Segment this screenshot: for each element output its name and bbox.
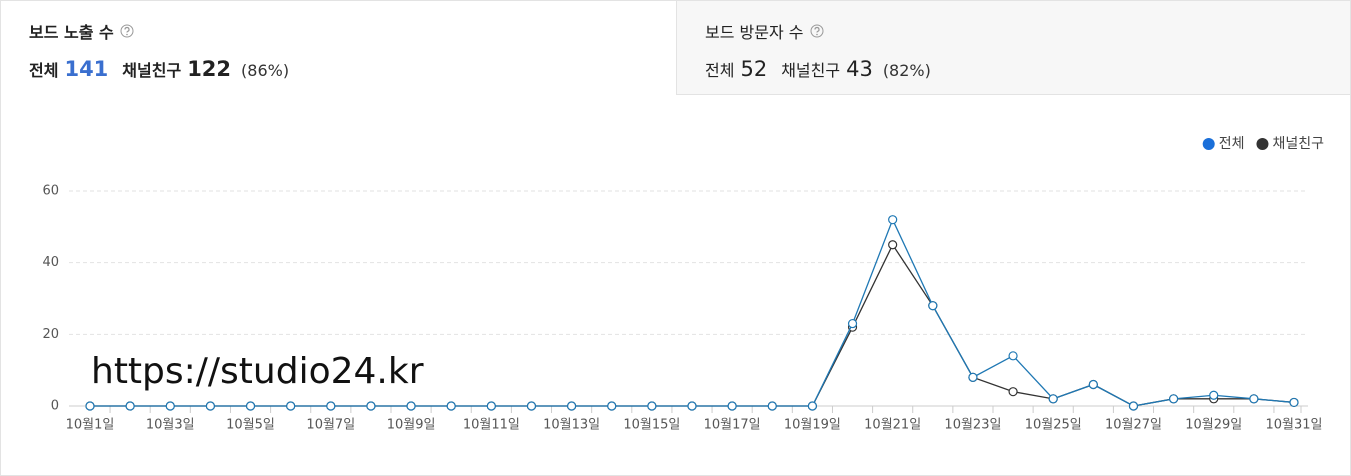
data-point bbox=[286, 401, 296, 411]
tab-title: 보드 방문자 수 bbox=[705, 23, 804, 42]
stat-label: 전체 bbox=[29, 61, 59, 80]
y-tick-label: 20 bbox=[42, 327, 59, 342]
data-point bbox=[326, 401, 336, 411]
tab[interactable]: 보드 방문자 수 전체 52 채널친구 43 (82%) bbox=[676, 1, 1350, 95]
stat-value: 141 bbox=[64, 57, 109, 81]
data-point bbox=[807, 401, 818, 411]
data-point bbox=[888, 215, 898, 225]
data-point bbox=[607, 401, 617, 411]
x-tick-label: 10월21일 bbox=[864, 418, 921, 433]
x-tick-label: 10월3일 bbox=[146, 418, 195, 433]
stat-label: 전체 bbox=[705, 61, 735, 80]
data-point bbox=[1209, 390, 1219, 400]
stat-value: 52 bbox=[740, 57, 768, 81]
tab-title: 보드 노출 수 bbox=[29, 23, 114, 42]
stat-ratio: (82%) bbox=[882, 61, 931, 80]
help-icon[interactable] bbox=[120, 24, 134, 38]
data-point bbox=[847, 318, 858, 329]
x-tick-label: 10월29일 bbox=[1185, 418, 1242, 433]
data-point bbox=[366, 401, 376, 411]
data-point bbox=[1168, 394, 1179, 404]
stat-value: 43 bbox=[846, 57, 873, 81]
data-point bbox=[767, 401, 777, 411]
data-point bbox=[566, 401, 577, 411]
help-icon[interactable] bbox=[810, 24, 824, 38]
x-tick-label: 10월11일 bbox=[463, 418, 520, 433]
stat-value: 122 bbox=[187, 57, 232, 81]
data-point bbox=[1088, 379, 1098, 390]
data-point bbox=[1128, 401, 1139, 411]
legend-label: 전체 bbox=[1219, 136, 1245, 152]
data-point bbox=[85, 401, 95, 411]
data-point bbox=[245, 401, 256, 411]
tab[interactable]: 보드 노출 수 전체 141 채널친구 122 (86%) bbox=[1, 1, 676, 95]
data-point bbox=[968, 372, 978, 382]
stat-label: 채널친구 bbox=[781, 61, 841, 80]
data-point bbox=[406, 401, 416, 411]
x-tick-label: 10월17일 bbox=[704, 418, 761, 433]
x-tick-label: 10월7일 bbox=[306, 418, 355, 433]
data-point bbox=[928, 301, 938, 311]
data-point bbox=[486, 401, 496, 411]
data-point bbox=[687, 401, 697, 411]
data-point bbox=[1008, 387, 1018, 397]
data-point bbox=[1048, 394, 1058, 404]
legend-marker bbox=[1256, 138, 1269, 150]
stat-label: 채널친구 bbox=[122, 61, 182, 80]
data-point bbox=[1249, 394, 1259, 404]
data-point bbox=[165, 401, 175, 411]
data-point bbox=[1008, 351, 1018, 361]
x-tick-label: 10월15일 bbox=[623, 418, 680, 433]
y-tick-label: 0 bbox=[51, 399, 59, 414]
stat-ratio: (86%) bbox=[241, 61, 290, 80]
data-point bbox=[888, 240, 898, 250]
data-point bbox=[205, 401, 215, 411]
x-tick-label: 10월27일 bbox=[1105, 418, 1162, 433]
x-tick-label: 10월1일 bbox=[66, 418, 115, 433]
data-point bbox=[1289, 397, 1299, 408]
x-tick-label: 10월25일 bbox=[1025, 418, 1082, 433]
data-point bbox=[727, 401, 737, 411]
legend-label: 채널친구 bbox=[1272, 136, 1324, 152]
watermark: https://studio24.kr bbox=[91, 351, 424, 392]
legend-marker bbox=[1202, 138, 1215, 150]
data-point bbox=[647, 401, 657, 411]
y-tick-label: 40 bbox=[42, 255, 59, 270]
x-tick-label: 10월9일 bbox=[387, 418, 436, 433]
data-point bbox=[526, 401, 537, 411]
x-tick-label: 10월13일 bbox=[543, 418, 600, 433]
x-tick-label: 10월5일 bbox=[226, 418, 275, 433]
x-tick-label: 10월23일 bbox=[944, 418, 1001, 433]
x-tick-label: 10월19일 bbox=[784, 418, 841, 433]
chart: 0 20 40 60 10월1일 10월3일 10월5일 10월7일 10월9일 10월11일 10… bbox=[42, 136, 1324, 433]
x-tick-label: 10월31일 bbox=[1265, 418, 1322, 433]
data-point bbox=[446, 401, 456, 411]
data-point bbox=[125, 401, 135, 411]
y-tick-label: 60 bbox=[42, 184, 59, 199]
